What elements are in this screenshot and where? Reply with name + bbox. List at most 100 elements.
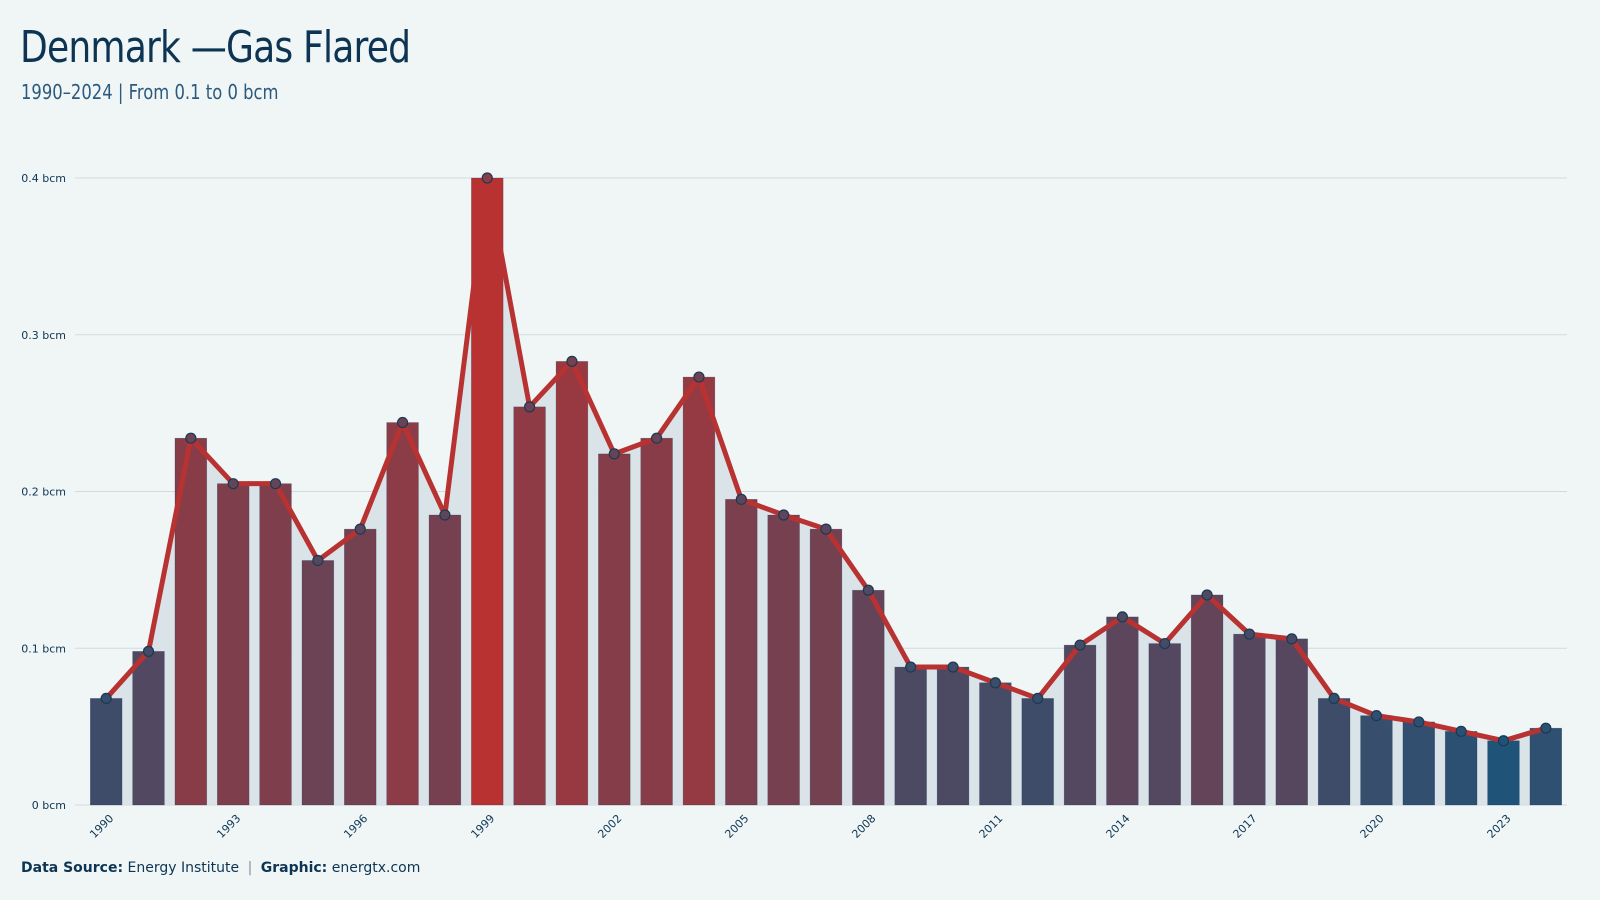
point-2021 <box>1413 716 1425 728</box>
point-2000 <box>523 401 536 413</box>
y-axis-ticks: 0 bcm 0.1 bcm 0.2 bcm 0.3 bcm 0.4 bcm <box>21 172 66 812</box>
y-tick-label: 0.2 bcm <box>21 486 66 499</box>
y-tick-label: 0.3 bcm <box>21 329 66 342</box>
point-1995 <box>312 554 324 567</box>
chart-title: Denmark —Gas Flared <box>20 22 411 73</box>
point-2003 <box>651 432 663 444</box>
point-1996 <box>354 523 366 535</box>
y-tick-label: 0.1 bcm <box>21 642 66 655</box>
bar-2008 <box>852 589 885 806</box>
area-fill <box>106 178 1546 805</box>
point-2020 <box>1370 710 1383 722</box>
bars <box>89 177 1563 806</box>
point-2015 <box>1159 637 1171 650</box>
point-1993 <box>227 478 239 490</box>
bar-1991 <box>132 651 165 806</box>
point-2007 <box>820 523 832 535</box>
bar-2004 <box>682 376 716 806</box>
x-tick-label: 2023 <box>1485 812 1514 841</box>
bar-1998 <box>428 514 462 806</box>
bar-2003 <box>640 437 673 806</box>
bar-2019 <box>1317 698 1351 806</box>
area-under-line <box>106 178 1546 805</box>
bar-2023 <box>1487 740 1520 806</box>
bar-1997 <box>386 422 419 806</box>
graphic-label: Graphic: <box>260 860 328 876</box>
point-1994 <box>269 478 282 490</box>
point-2004 <box>693 371 705 383</box>
point-2016 <box>1201 589 1213 601</box>
point-2014 <box>1116 611 1129 623</box>
x-axis-ticks: 1990 1993 1996 1999 2002 2005 2008 2011 2014 2017… <box>87 812 1513 841</box>
point-2001 <box>566 355 578 367</box>
point-2024 <box>1540 722 1552 734</box>
point-2010 <box>947 661 959 673</box>
source-label: Data Source: <box>21 860 124 876</box>
bar-2005 <box>725 499 758 806</box>
x-tick-label: 2005 <box>722 812 751 841</box>
graphic-value: energtx.com <box>331 860 421 876</box>
bar-2015 <box>1148 643 1181 806</box>
point-2018 <box>1286 633 1298 645</box>
bar-1990 <box>89 698 123 806</box>
x-tick-label: 1990 <box>87 812 116 841</box>
x-tick-label: 1993 <box>214 812 243 841</box>
bar-2010 <box>936 666 970 806</box>
bar-2018 <box>1275 638 1308 806</box>
point-2013 <box>1074 639 1086 651</box>
bar-2013 <box>1063 644 1097 806</box>
x-tick-label: 2017 <box>1231 812 1260 841</box>
chart-subtitle: 1990–2024 | From 0.1 to 0 bcm <box>21 80 279 104</box>
x-tick-label: 2020 <box>1358 812 1387 841</box>
point-2002 <box>608 448 620 460</box>
x-tick-label: 2014 <box>1104 812 1133 841</box>
bar-2002 <box>598 453 631 806</box>
point-2011 <box>989 677 1001 689</box>
point-1991 <box>142 645 155 657</box>
point-1999 <box>481 172 493 184</box>
source-value: Energy Institute <box>127 860 240 876</box>
x-tick-label: 2011 <box>977 812 1006 841</box>
point-2006 <box>778 509 790 521</box>
bar-2001 <box>555 361 589 806</box>
bar-1999 <box>471 177 504 806</box>
point-1990 <box>100 692 112 705</box>
bar-2017 <box>1233 633 1266 806</box>
x-tick-label: 2008 <box>849 812 878 841</box>
bar-2020 <box>1360 715 1393 806</box>
bar-1994 <box>259 483 292 806</box>
bar-2007 <box>809 528 843 806</box>
footer: Data Source: Energy Institute | Graphic:… <box>21 860 420 876</box>
bar-2014 <box>1106 616 1139 806</box>
bar-1995 <box>301 560 335 806</box>
bar-2006 <box>767 514 800 806</box>
point-1997 <box>396 416 409 429</box>
x-tick-label: 1996 <box>341 812 370 841</box>
bar-1996 <box>344 528 377 806</box>
bar-2012 <box>1021 698 1054 806</box>
point-2023 <box>1497 735 1510 747</box>
bar-2011 <box>979 682 1012 806</box>
bar-2022 <box>1444 731 1478 806</box>
y-tick-label: 0 bcm <box>32 799 66 812</box>
bar-1993 <box>217 483 250 806</box>
point-1992 <box>185 432 197 444</box>
footer-separator: | <box>247 860 253 876</box>
bar-2016 <box>1190 594 1224 806</box>
point-2009 <box>905 661 917 673</box>
point-2022 <box>1455 725 1467 737</box>
bar-2021 <box>1402 721 1435 806</box>
x-tick-label: 2002 <box>595 812 624 841</box>
data-points <box>100 172 1552 747</box>
point-2017 <box>1243 628 1256 640</box>
bar-2024 <box>1529 727 1563 806</box>
x-tick-label: 1999 <box>468 812 497 841</box>
point-2012 <box>1032 692 1044 705</box>
bar-2000 <box>513 406 546 806</box>
y-tick-label: 0.4 bcm <box>21 172 66 185</box>
bar-2009 <box>894 666 927 806</box>
point-2008 <box>862 584 874 596</box>
point-2005 <box>735 493 747 505</box>
point-1998 <box>439 509 451 521</box>
